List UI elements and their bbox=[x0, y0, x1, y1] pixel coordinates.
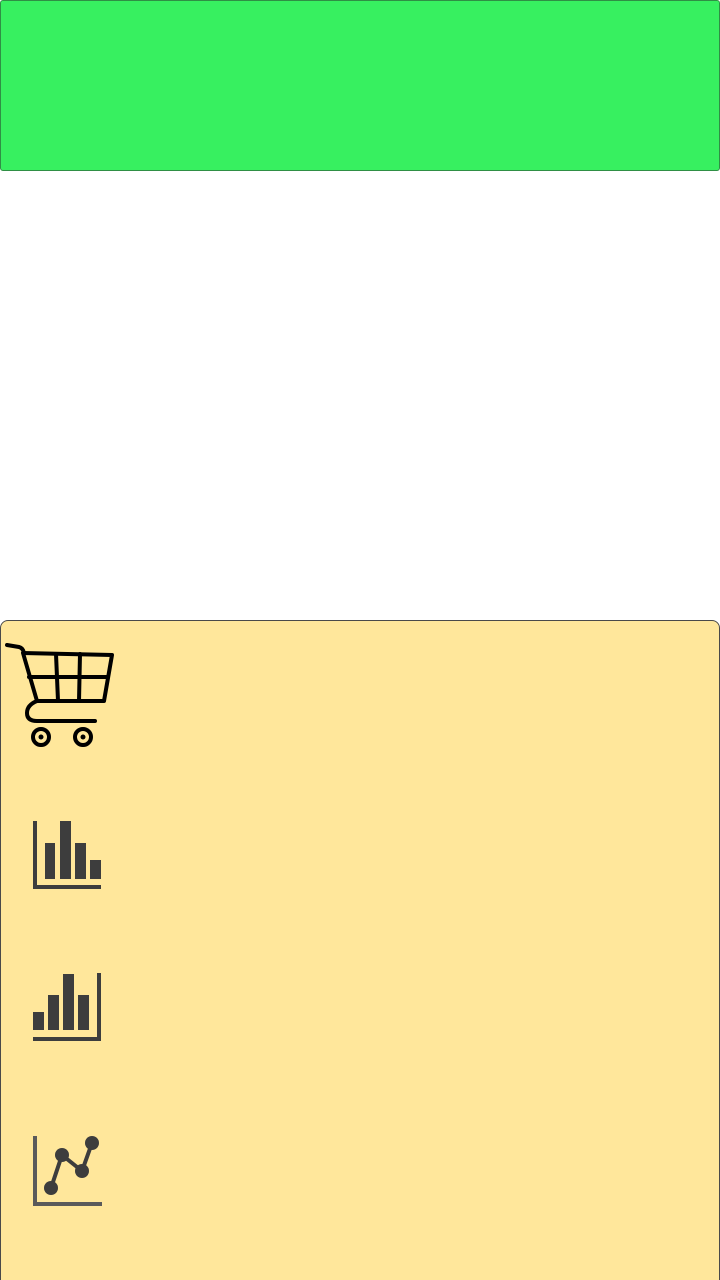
top-banner bbox=[0, 0, 720, 171]
bottom-menu-panel bbox=[0, 620, 720, 1280]
line-chart-icon bbox=[33, 1136, 102, 1206]
bar-chart-ascending-icon bbox=[33, 973, 101, 1041]
line-chart-button[interactable] bbox=[1, 1126, 151, 1246]
shopping-cart-icon bbox=[5, 643, 114, 747]
bar-chart-descending-button[interactable] bbox=[1, 811, 151, 931]
bar-chart-ascending-button[interactable] bbox=[1, 965, 151, 1085]
shopping-cart-button[interactable] bbox=[1, 641, 151, 761]
content-area bbox=[0, 171, 720, 620]
bar-chart-descending-icon bbox=[33, 821, 101, 889]
